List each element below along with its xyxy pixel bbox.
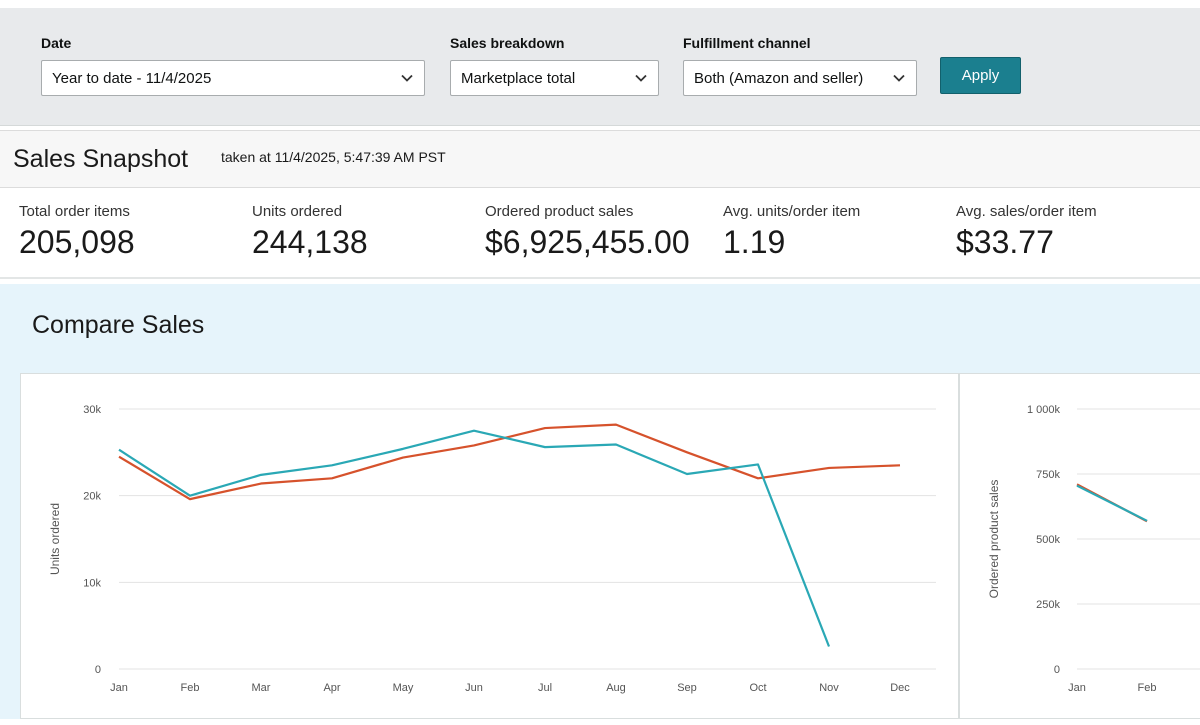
metric-units-ordered: Units ordered 244,138 bbox=[252, 203, 368, 261]
x-tick-label: Aug bbox=[606, 682, 626, 694]
x-tick-label: Nov bbox=[819, 682, 839, 694]
fulfillment-select-value: Both (Amazon and seller) bbox=[694, 69, 864, 87]
compare-sales-title: Compare Sales bbox=[32, 311, 205, 339]
breakdown-select-value: Marketplace total bbox=[461, 69, 576, 87]
x-tick-label: Jan bbox=[110, 682, 128, 694]
fulfillment-select[interactable]: Both (Amazon and seller) bbox=[683, 60, 917, 96]
y-tick-label: 20k bbox=[83, 491, 101, 503]
y-tick-label: 10k bbox=[83, 577, 101, 589]
x-tick-label: Feb bbox=[181, 682, 200, 694]
metric-value: 244,138 bbox=[252, 224, 368, 260]
y-tick-label: 250k bbox=[1036, 599, 1060, 611]
x-tick-label: Dec bbox=[890, 682, 910, 694]
y-tick-label: 500k bbox=[1036, 534, 1060, 546]
x-tick-label: Sep bbox=[677, 682, 697, 694]
metric-ordered-product-sales: Ordered product sales $6,925,455.00 bbox=[485, 203, 690, 261]
breakdown-filter: Sales breakdown Marketplace total bbox=[450, 35, 659, 96]
x-tick-label: Oct bbox=[749, 682, 766, 694]
metric-avg-sales-per-order-item: Avg. sales/order item $33.77 bbox=[956, 203, 1097, 261]
filter-bar: Date Year to date - 11/4/2025 Sales brea… bbox=[0, 8, 1200, 126]
metrics-row: Total order items 205,098 Units ordered … bbox=[0, 189, 1200, 279]
metric-value: 1.19 bbox=[723, 224, 786, 260]
breakdown-select[interactable]: Marketplace total bbox=[450, 60, 659, 96]
date-select-value: Year to date - 11/4/2025 bbox=[52, 69, 212, 87]
x-tick-label: Apr bbox=[323, 682, 340, 694]
x-tick-label: Feb bbox=[1138, 682, 1157, 694]
y-tick-label: 750k bbox=[1036, 469, 1060, 481]
compare-sales-section: Compare Sales 0 10k 20k 30k Units ordered Jan… bbox=[0, 284, 1200, 719]
ordered-sales-chart: 0 250k 500k 750k 1 000k Ordered product sales… bbox=[987, 404, 1200, 694]
series-line-current-year bbox=[1076, 484, 1148, 522]
series-line-current-year bbox=[118, 429, 831, 647]
date-select[interactable]: Year to date - 11/4/2025 bbox=[41, 60, 425, 96]
metric-value: $33.77 bbox=[956, 224, 1054, 260]
metric-label: Ordered product sales bbox=[485, 203, 634, 220]
metric-avg-units-per-order-item: Avg. units/order item 1.19 bbox=[723, 203, 860, 261]
snapshot-title: Sales Snapshot bbox=[13, 145, 189, 173]
x-tick-label: May bbox=[393, 682, 414, 694]
metric-label: Total order items bbox=[19, 203, 130, 220]
metric-value: $6,925,455.00 bbox=[485, 224, 690, 260]
y-tick-label: 0 bbox=[1054, 664, 1060, 676]
y-axis-label: Units ordered bbox=[48, 503, 62, 575]
apply-button[interactable]: Apply bbox=[940, 57, 1021, 94]
ordered-sales-chart-panel: 0 250k 500k 750k 1 000k Ordered product sales… bbox=[959, 373, 1200, 719]
chevron-down-icon bbox=[635, 74, 647, 82]
fulfillment-filter: Fulfillment channel Both (Amazon and sel… bbox=[683, 35, 917, 96]
x-tick-label: Mar bbox=[252, 682, 271, 694]
chevron-down-icon bbox=[401, 74, 413, 82]
fulfillment-filter-label: Fulfillment channel bbox=[683, 35, 811, 51]
metric-value: 205,098 bbox=[19, 224, 135, 260]
x-tick-label: Jul bbox=[538, 682, 552, 694]
y-axis-label: Ordered product sales bbox=[987, 480, 1001, 599]
x-tick-label: Jan bbox=[1068, 682, 1086, 694]
metric-label: Avg. sales/order item bbox=[956, 203, 1097, 220]
snapshot-timestamp: taken at 11/4/2025, 5:47:39 AM PST bbox=[221, 149, 446, 165]
metric-total-order-items: Total order items 205,098 bbox=[19, 203, 135, 261]
y-tick-label: 1 000k bbox=[1027, 404, 1061, 416]
series-line-last-year bbox=[118, 423, 901, 501]
units-ordered-chart-panel: 0 10k 20k 30k Units ordered Jan Feb Mar Apr May Ju… bbox=[20, 373, 959, 719]
x-tick-label: Jun bbox=[465, 682, 483, 694]
y-tick-label: 0 bbox=[95, 664, 101, 676]
chevron-down-icon bbox=[893, 74, 905, 82]
units-ordered-chart: 0 10k 20k 30k Units ordered Jan Feb Mar Apr May Ju… bbox=[48, 404, 936, 694]
metric-label: Units ordered bbox=[252, 203, 343, 220]
metric-label: Avg. units/order item bbox=[723, 203, 861, 220]
date-filter-label: Date bbox=[41, 35, 72, 51]
y-tick-label: 30k bbox=[83, 404, 101, 416]
snapshot-header: Sales Snapshot taken at 11/4/2025, 5:47:… bbox=[0, 130, 1200, 188]
date-filter: Date Year to date - 11/4/2025 bbox=[41, 35, 425, 96]
breakdown-filter-label: Sales breakdown bbox=[450, 35, 565, 51]
